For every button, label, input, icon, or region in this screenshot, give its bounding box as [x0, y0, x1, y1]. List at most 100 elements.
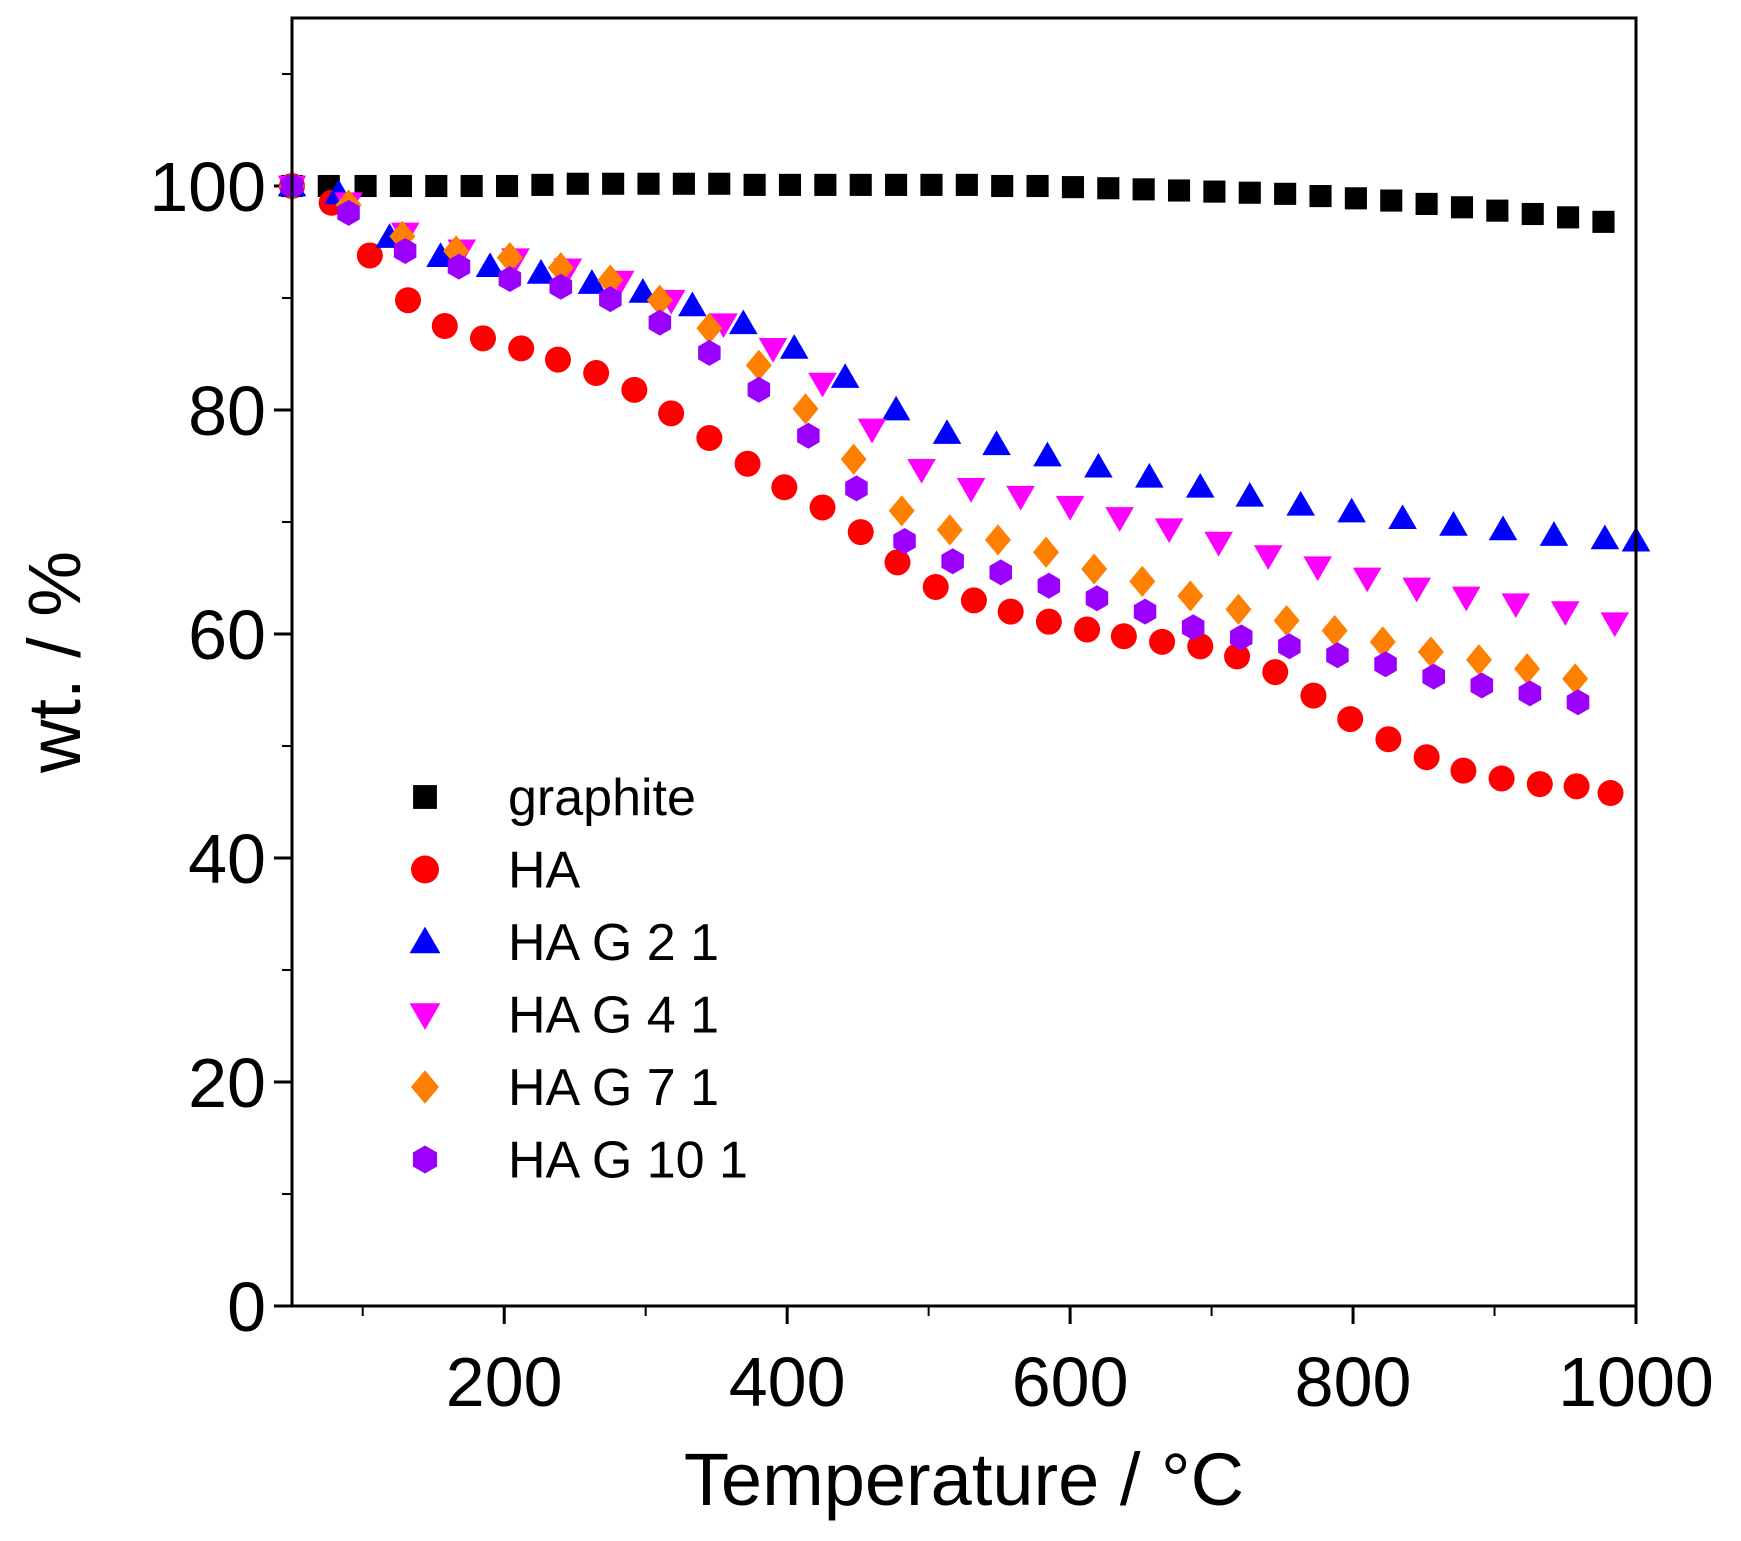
data-point — [1309, 185, 1332, 208]
data-point — [849, 173, 872, 196]
data-point — [729, 309, 758, 335]
data-point — [1110, 623, 1137, 650]
data-point — [597, 264, 624, 296]
data-point — [1177, 580, 1204, 612]
data-point — [1286, 490, 1316, 516]
data-point — [991, 174, 1014, 198]
data-point — [583, 360, 610, 387]
series-ha-g-10-1 — [280, 173, 1590, 716]
x-tick-label: 800 — [1295, 1343, 1412, 1421]
data-point — [1085, 585, 1109, 612]
data-point — [1132, 178, 1155, 201]
data-point — [1135, 462, 1164, 488]
x-tick-label: 1000 — [1558, 1343, 1714, 1421]
y-tick-label: 80 — [188, 372, 266, 450]
y-tick-label: 60 — [188, 596, 266, 674]
data-point — [678, 291, 707, 317]
data-point — [1235, 481, 1265, 507]
data-point — [1402, 577, 1432, 603]
data-point — [1154, 518, 1184, 544]
y-tick-label: 0 — [227, 1268, 266, 1346]
data-point — [1375, 726, 1402, 753]
data-point — [982, 430, 1011, 456]
data-point — [936, 514, 963, 546]
data-point — [857, 418, 887, 444]
data-point — [1488, 515, 1518, 541]
data-point — [431, 313, 458, 339]
data-point — [840, 443, 867, 475]
data-point — [1450, 757, 1477, 784]
legend-label: HA G 4 1 — [508, 987, 719, 1045]
data-point — [1129, 565, 1156, 597]
data-point — [602, 172, 625, 195]
data-point — [1084, 452, 1113, 478]
data-point — [395, 287, 422, 314]
data-point — [1238, 181, 1261, 204]
legend-label: HA G 2 1 — [508, 914, 719, 972]
data-point — [1037, 572, 1061, 599]
data-point — [1470, 672, 1494, 699]
data-point — [637, 172, 660, 195]
legend-marker — [413, 785, 437, 809]
data-point — [997, 598, 1024, 625]
data-point — [1422, 663, 1445, 690]
data-point — [621, 376, 648, 403]
data-point — [1253, 545, 1283, 570]
data-point — [888, 495, 915, 527]
data-point — [1033, 441, 1062, 467]
data-point — [1450, 196, 1474, 219]
data-point — [1105, 507, 1134, 532]
data-point — [885, 173, 908, 196]
data-point — [696, 312, 723, 344]
data-point — [808, 372, 837, 398]
data-point — [893, 528, 916, 554]
data-point — [734, 450, 761, 477]
data-point — [1488, 765, 1515, 792]
data-point — [743, 173, 766, 196]
data-point — [758, 338, 788, 363]
data-point — [577, 269, 607, 294]
data-point — [1344, 187, 1367, 210]
data-point — [922, 573, 949, 600]
data-point — [1225, 593, 1252, 625]
data-point — [771, 474, 798, 501]
data-point — [566, 172, 589, 195]
data-point — [1061, 176, 1084, 199]
legend: graphite HA HA G 2 1 HA G 4 1 HA G 7 1 HA G 1… — [409, 769, 748, 1190]
data-point — [830, 363, 860, 388]
legend-marker — [411, 1070, 439, 1104]
x-axis-title: Temperature / °C — [684, 1438, 1244, 1521]
data-point — [1562, 663, 1589, 695]
data-point — [1300, 682, 1327, 709]
data-point — [1262, 659, 1289, 686]
data-point — [1321, 615, 1348, 647]
data-point — [1514, 653, 1541, 685]
y-tick-label: 100 — [149, 148, 266, 226]
data-point — [1380, 189, 1403, 212]
data-point — [1055, 495, 1085, 521]
data-point — [1592, 210, 1615, 233]
data-point — [1337, 706, 1364, 733]
data-point — [356, 242, 383, 269]
data-point — [1035, 608, 1062, 635]
data-point — [1167, 179, 1191, 202]
data-point — [1439, 511, 1468, 536]
series-graphite — [280, 172, 1615, 233]
data-point — [778, 173, 802, 196]
data-point — [1006, 485, 1035, 511]
data-point — [956, 478, 986, 503]
legend-label: HA G 7 1 — [508, 1059, 719, 1117]
data-point — [1417, 636, 1444, 668]
data-point — [708, 172, 731, 195]
data-point — [496, 242, 523, 274]
data-point — [1204, 531, 1233, 557]
data-point — [495, 174, 519, 198]
legend-marker — [409, 1003, 441, 1030]
plot-frame — [290, 16, 1638, 1308]
data-point — [1413, 744, 1440, 771]
data-point — [1230, 624, 1253, 651]
data-point — [1097, 177, 1120, 200]
data-point — [1074, 616, 1101, 643]
data-point — [955, 173, 978, 196]
